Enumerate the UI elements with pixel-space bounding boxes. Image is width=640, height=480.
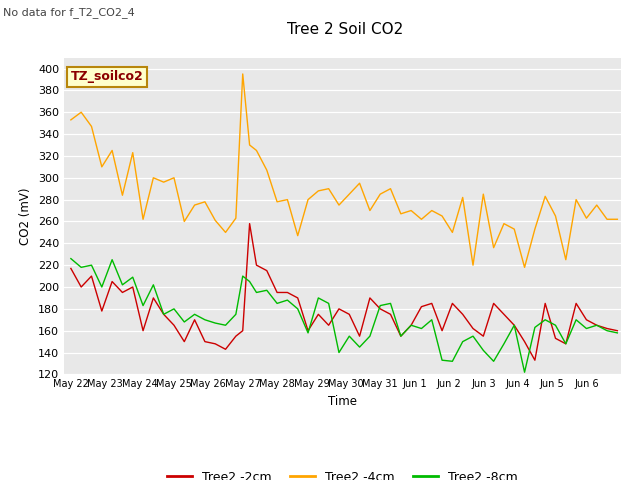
Legend: Tree2 -2cm, Tree2 -4cm, Tree2 -8cm: Tree2 -2cm, Tree2 -4cm, Tree2 -8cm (162, 466, 523, 480)
Y-axis label: CO2 (mV): CO2 (mV) (19, 187, 33, 245)
Text: Tree 2 Soil CO2: Tree 2 Soil CO2 (287, 22, 404, 36)
Text: No data for f_T2_CO2_4: No data for f_T2_CO2_4 (3, 7, 135, 18)
Text: TZ_soilco2: TZ_soilco2 (70, 70, 143, 83)
X-axis label: Time: Time (328, 395, 357, 408)
